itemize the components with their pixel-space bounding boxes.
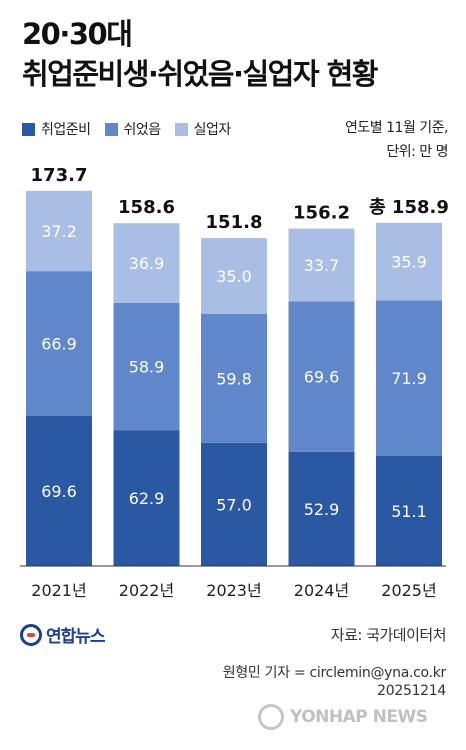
segment-value-label: 58.9 xyxy=(129,358,165,377)
legend: 취업준비 쉬었음 실업자 xyxy=(22,118,245,140)
x-tick-label: 2025년 xyxy=(381,581,436,600)
yonhap-logo: 연합뉴스 xyxy=(20,622,106,647)
bar-segment xyxy=(376,455,442,566)
unit-note: 단위: 만 명 xyxy=(386,144,448,160)
chart-meta: 연도별 11월 기준, 단위: 만 명 xyxy=(345,116,448,164)
legend-label-job-prep: 취업준비 xyxy=(41,122,91,138)
segment-value-label: 37.2 xyxy=(41,222,77,241)
bar-segment xyxy=(288,228,355,302)
bar-segment xyxy=(113,302,180,431)
bar-segment xyxy=(201,238,267,314)
legend-item-job-prep: 취업준비 xyxy=(22,119,91,139)
x-tick-label: 2022년 xyxy=(119,581,174,600)
bar-total-label: 158.6 xyxy=(118,197,175,218)
bar-total-label: 151.8 xyxy=(206,212,263,233)
segment-value-label: 66.9 xyxy=(41,334,77,353)
legend-label-unemployed: 실업자 xyxy=(193,122,232,138)
segment-value-label: 33.7 xyxy=(304,256,340,275)
legend-swatch-unemployed xyxy=(174,122,188,136)
watermark-text: YONHAP NEWS xyxy=(290,707,428,727)
bar-segment xyxy=(26,190,92,272)
basis-note: 연도별 11월 기준, xyxy=(345,120,448,136)
segment-value-label: 71.9 xyxy=(391,369,427,388)
x-tick-label: 2021년 xyxy=(31,581,86,600)
segment-value-label: 35.9 xyxy=(391,253,427,272)
legend-label-rest: 쉬었음 xyxy=(123,122,162,138)
segment-value-label: 36.9 xyxy=(129,254,165,273)
bar-segment xyxy=(376,222,442,301)
segment-value-label: 57.0 xyxy=(216,495,252,514)
legend-item-rest: 쉬었음 xyxy=(104,119,162,139)
yonhap-logo-text: 연합뉴스 xyxy=(46,627,106,647)
credit: 원형민 기자 = circlemin@yna.co.kr 20251214 xyxy=(222,664,447,700)
title-line-1: 20·30대 xyxy=(22,17,133,51)
segment-value-label: 35.0 xyxy=(216,267,252,286)
title-line-2: 취업준비생·쉬었음·실업자 현황 xyxy=(22,57,378,91)
reporter-credit: 원형민 기자 = circlemin@yna.co.kr xyxy=(222,665,447,681)
x-tick-label: 2023년 xyxy=(206,581,261,600)
bar-segment xyxy=(288,451,355,566)
bar-segment xyxy=(376,300,442,456)
watermark: YONHAP NEWS xyxy=(258,704,428,730)
bar-total-label: 156.2 xyxy=(293,203,350,224)
segment-value-label: 62.9 xyxy=(129,489,165,508)
source-note: 자료: 국가데이터처 xyxy=(330,626,447,644)
bar-segment xyxy=(26,271,92,416)
publish-date: 20251214 xyxy=(377,683,446,699)
legend-swatch-rest xyxy=(104,122,118,136)
legend-swatch-job-prep xyxy=(22,122,35,136)
bar-total-label: 173.7 xyxy=(31,165,88,186)
bar-segment xyxy=(201,442,267,566)
bar-segment xyxy=(113,430,180,566)
segment-value-label: 69.6 xyxy=(304,368,340,387)
segment-value-label: 59.8 xyxy=(216,369,252,388)
bar-segment xyxy=(201,313,267,443)
bar-total-label: 총 158.9 xyxy=(369,197,449,218)
segment-value-label: 69.6 xyxy=(41,482,77,501)
bar-segment xyxy=(26,415,92,566)
yonhap-logo-icon xyxy=(20,623,42,646)
chart-title: 20·30대 취업준비생·쉬었음·실업자 현황 xyxy=(22,14,452,94)
watermark-icon xyxy=(258,704,284,730)
legend-item-unemployed: 실업자 xyxy=(174,119,232,139)
bar-segment xyxy=(113,223,180,303)
segment-value-label: 51.1 xyxy=(391,502,427,521)
segment-value-label: 52.9 xyxy=(304,500,340,519)
bar-segment xyxy=(288,301,355,452)
x-tick-label: 2024년 xyxy=(294,581,349,600)
